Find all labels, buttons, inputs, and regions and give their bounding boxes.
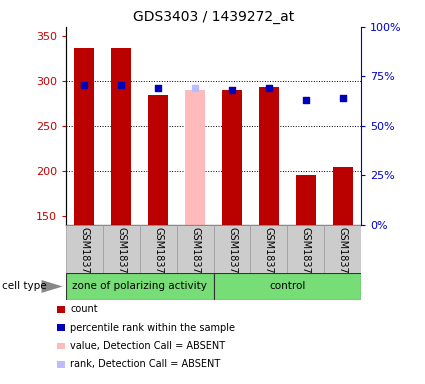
Point [118,82,125,88]
Bar [324,225,361,273]
Text: GSM183759: GSM183759 [227,227,237,286]
Text: percentile rank within the sample: percentile rank within the sample [70,323,235,333]
Text: GSM183756: GSM183756 [116,227,126,286]
Text: GSM183757: GSM183757 [153,227,163,286]
Bar [259,87,279,225]
Text: cell type: cell type [2,281,47,291]
Text: value, Detection Call = ABSENT: value, Detection Call = ABSENT [70,341,225,351]
Bar [66,225,103,273]
Bar [250,225,287,273]
Text: GSM183760: GSM183760 [264,227,274,286]
Bar [185,90,205,225]
Title: GDS3403 / 1439272_at: GDS3403 / 1439272_at [133,10,294,25]
Point [229,87,235,93]
Bar [66,273,213,300]
Bar [140,225,177,273]
Text: rank, Detection Call = ABSENT: rank, Detection Call = ABSENT [70,359,221,369]
Point [155,85,162,91]
Bar [103,225,140,273]
Text: GSM183758: GSM183758 [190,227,200,286]
Bar [148,95,168,225]
Point [192,85,198,91]
Text: zone of polarizing activity: zone of polarizing activity [72,281,207,291]
Point [303,97,309,103]
Text: control: control [269,281,306,291]
Bar [222,90,242,225]
Point [266,85,272,91]
Point [340,95,346,101]
Bar [333,167,353,225]
Bar [213,225,250,273]
Bar [213,273,361,300]
Bar [296,175,316,225]
Bar [177,225,213,273]
Text: GSM183755: GSM183755 [79,227,89,286]
Polygon shape [42,280,62,293]
Bar [287,225,324,273]
Bar [74,48,94,225]
Text: count: count [70,304,98,314]
Text: GSM183762: GSM183762 [338,227,348,286]
Text: GSM183761: GSM183761 [301,227,311,286]
Point [81,82,88,88]
Bar [111,48,131,225]
